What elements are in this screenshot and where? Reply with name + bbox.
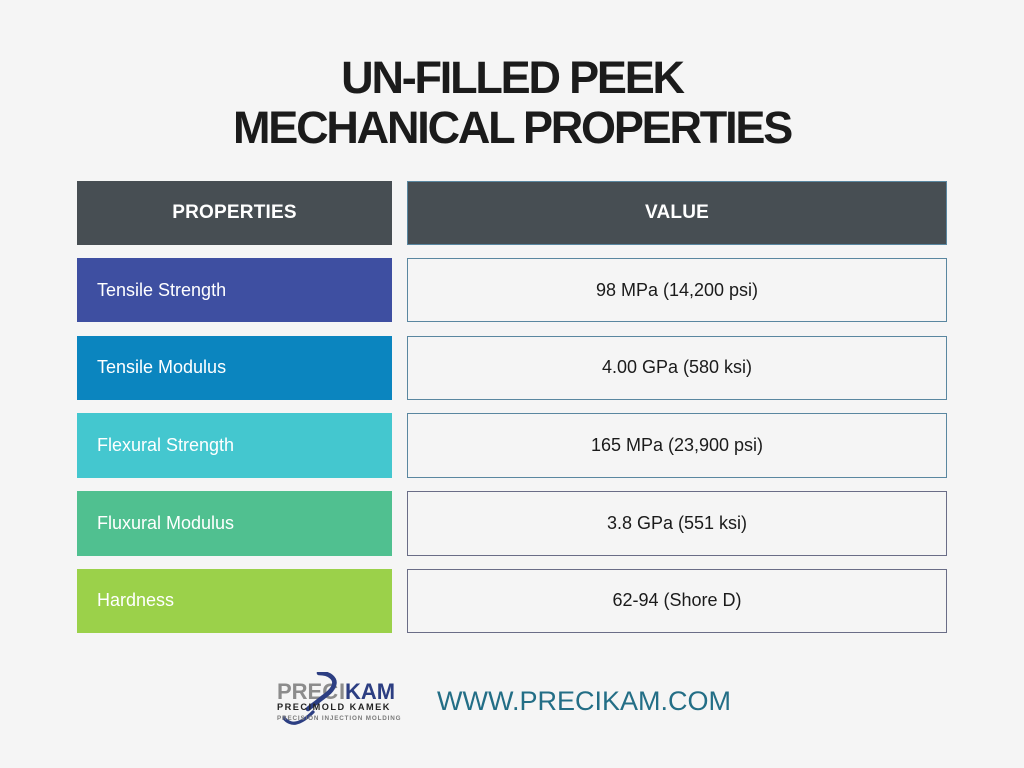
svg-text:PRECISION INJECTION MOLDING: PRECISION INJECTION MOLDING: [277, 715, 401, 722]
svg-text:PRECIMOLD KAMEK: PRECIMOLD KAMEK: [277, 702, 391, 712]
svg-text:KAM: KAM: [345, 679, 395, 704]
